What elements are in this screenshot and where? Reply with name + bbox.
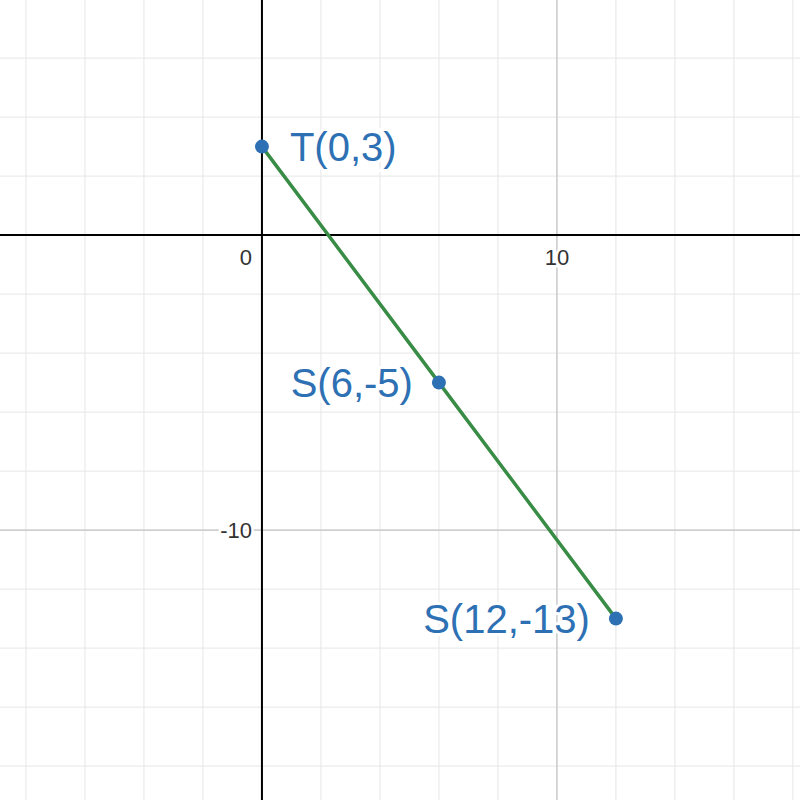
minor-grid-line [556,0,557,800]
minor-grid-line [497,0,498,800]
origin-label: 0 [240,245,252,270]
minor-grid-line [0,235,800,236]
x-grid-line [556,0,557,800]
minor-grid-line [0,530,800,531]
minor-grid [0,0,800,800]
minor-grid-line [0,707,800,708]
minor-grid-line [84,0,85,800]
origin-label-halo: 0 [240,245,252,270]
minor-grid-line [0,471,800,472]
minor-grid-line [615,0,616,800]
x-grid-line [261,0,262,800]
chart-root: 001010-10-10T(0,3)S(6,-5)S(12,-13) [0,0,800,800]
y-tick-label-halo: -10 [220,518,252,543]
y-tick-label: -10 [220,518,252,543]
minor-grid-line [733,0,734,800]
minor-grid-line [0,648,800,649]
point-label: S(12,-13) [423,597,590,641]
minor-grid-line [0,176,800,177]
minor-grid-line [0,58,800,59]
segment-line [262,147,616,619]
x-tick-label-halo: 10 [545,245,569,270]
minor-grid-line [0,117,800,118]
y-axis [261,0,263,800]
point [432,376,446,390]
chart: 001010-10-10T(0,3)S(6,-5)S(12,-13) [0,0,800,800]
minor-grid-line [261,0,262,800]
minor-grid-line [0,589,800,590]
minor-grid-line [0,294,800,295]
minor-grid-line [143,0,144,800]
plot-area [255,140,623,626]
y-grid-line [0,529,800,530]
point-label: S(6,-5) [291,361,413,405]
minor-grid-line [0,766,800,767]
y-grid-line [0,235,800,236]
minor-grid-line [792,0,793,800]
minor-grid-line [202,0,203,800]
point [609,612,623,626]
minor-grid-line [25,0,26,800]
minor-grid-line [674,0,675,800]
x-tick-label: 10 [545,245,569,270]
minor-grid-line [438,0,439,800]
minor-grid-line [0,353,800,354]
point-label: T(0,3) [290,125,397,169]
labels: T(0,3) S(6,-5) S(12,-13) [290,125,590,641]
point [255,140,269,154]
x-axis [0,234,800,236]
minor-grid-line [0,412,800,413]
background [0,0,800,800]
